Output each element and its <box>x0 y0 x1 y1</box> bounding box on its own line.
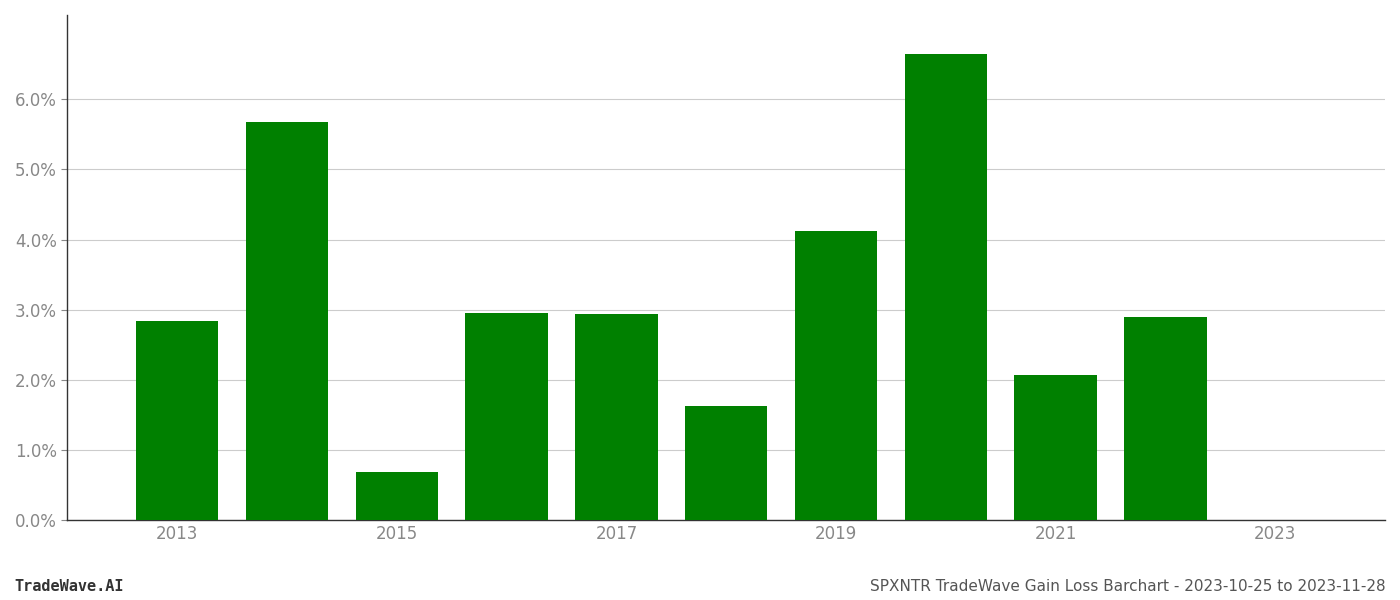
Bar <box>356 472 438 520</box>
Text: TradeWave.AI: TradeWave.AI <box>14 579 123 594</box>
Bar <box>575 314 658 520</box>
Bar <box>246 122 328 520</box>
Bar <box>136 321 218 520</box>
Bar <box>904 53 987 520</box>
Bar <box>465 313 547 520</box>
Text: SPXNTR TradeWave Gain Loss Barchart - 2023-10-25 to 2023-11-28: SPXNTR TradeWave Gain Loss Barchart - 20… <box>871 579 1386 594</box>
Bar <box>795 231 878 520</box>
Bar <box>1124 317 1207 520</box>
Bar <box>685 406 767 520</box>
Bar <box>1015 375 1096 520</box>
